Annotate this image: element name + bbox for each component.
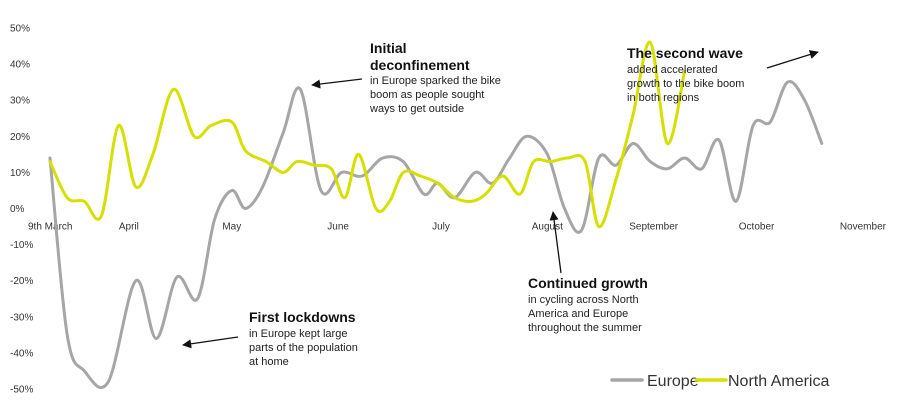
annotation-arrow xyxy=(549,211,562,274)
annotation-body: parts of the population xyxy=(249,342,358,354)
y-tick-label: 50% xyxy=(10,24,30,35)
annotation-title: Continued growth xyxy=(528,275,648,291)
annotation-body: at home xyxy=(249,356,289,368)
y-axis: 50% 40% 30% 20% 10% 0% -10% -20% -30% -40% -50% xyxy=(10,24,33,396)
x-tick-label: May xyxy=(222,222,241,233)
y-tick-label: 30% xyxy=(10,96,30,107)
annotation-arrow xyxy=(311,78,363,89)
annotation-arrow xyxy=(766,50,819,69)
legend-label-north-america: North America xyxy=(728,373,829,390)
annotation-body: America and Europe xyxy=(528,308,628,320)
y-tick-label: -10% xyxy=(10,240,33,251)
annotation-body: in Europe kept large xyxy=(249,328,347,340)
y-tick-label: 40% xyxy=(10,60,30,71)
annotation-first-lockdowns: First lockdowns in Europe kept large par… xyxy=(182,309,358,368)
annotation-body: throughout the summer xyxy=(528,322,642,334)
y-tick-label: -40% xyxy=(10,348,33,359)
annotation-body: in Europe sparked the bike xyxy=(370,75,501,87)
legend-label-europe: Europe xyxy=(647,373,699,390)
y-tick-label: -20% xyxy=(10,276,33,287)
annotation-title: Initial xyxy=(370,40,407,56)
x-tick-label: April xyxy=(119,222,139,233)
y-tick-label: 20% xyxy=(10,132,30,143)
y-tick-label: -50% xyxy=(10,385,33,396)
y-tick-label: 10% xyxy=(10,168,30,179)
y-tick-label: 0% xyxy=(10,204,25,215)
annotation-initial-deconfinement: Initial deconfinement in Europe sparked … xyxy=(311,40,501,115)
annotation-continued-growth: Continued growth in cycling across North… xyxy=(528,211,648,334)
annotation-arrow xyxy=(182,336,239,349)
north-america-series-line xyxy=(48,40,687,229)
annotation-title: deconfinement xyxy=(370,57,470,73)
annotation-second-wave: The second wave added accelerated growth… xyxy=(627,45,819,104)
annotation-body: in both regions xyxy=(627,92,700,104)
x-tick-label: September xyxy=(629,222,679,233)
y-tick-label: -30% xyxy=(10,312,33,323)
x-tick-label: July xyxy=(432,222,450,233)
annotation-body: in cycling across North xyxy=(528,294,639,306)
europe-series-line xyxy=(48,80,824,390)
x-tick-label: 9th March xyxy=(28,222,72,233)
x-tick-label: June xyxy=(327,222,349,233)
annotation-title: The second wave xyxy=(627,45,743,61)
annotation-title: First lockdowns xyxy=(249,309,356,325)
annotation-body: growth to the bike boom xyxy=(627,78,744,90)
x-tick-label: November xyxy=(840,222,887,233)
legend: Europe North America xyxy=(610,373,829,390)
annotation-body: added accelerated xyxy=(627,64,718,76)
x-tick-label: August xyxy=(532,222,563,233)
annotation-body: boom as people sought xyxy=(370,89,484,101)
annotation-body: ways to get outside xyxy=(369,103,464,115)
x-axis: 9th March April May June July August September… xyxy=(28,222,887,233)
x-tick-label: October xyxy=(739,222,775,233)
